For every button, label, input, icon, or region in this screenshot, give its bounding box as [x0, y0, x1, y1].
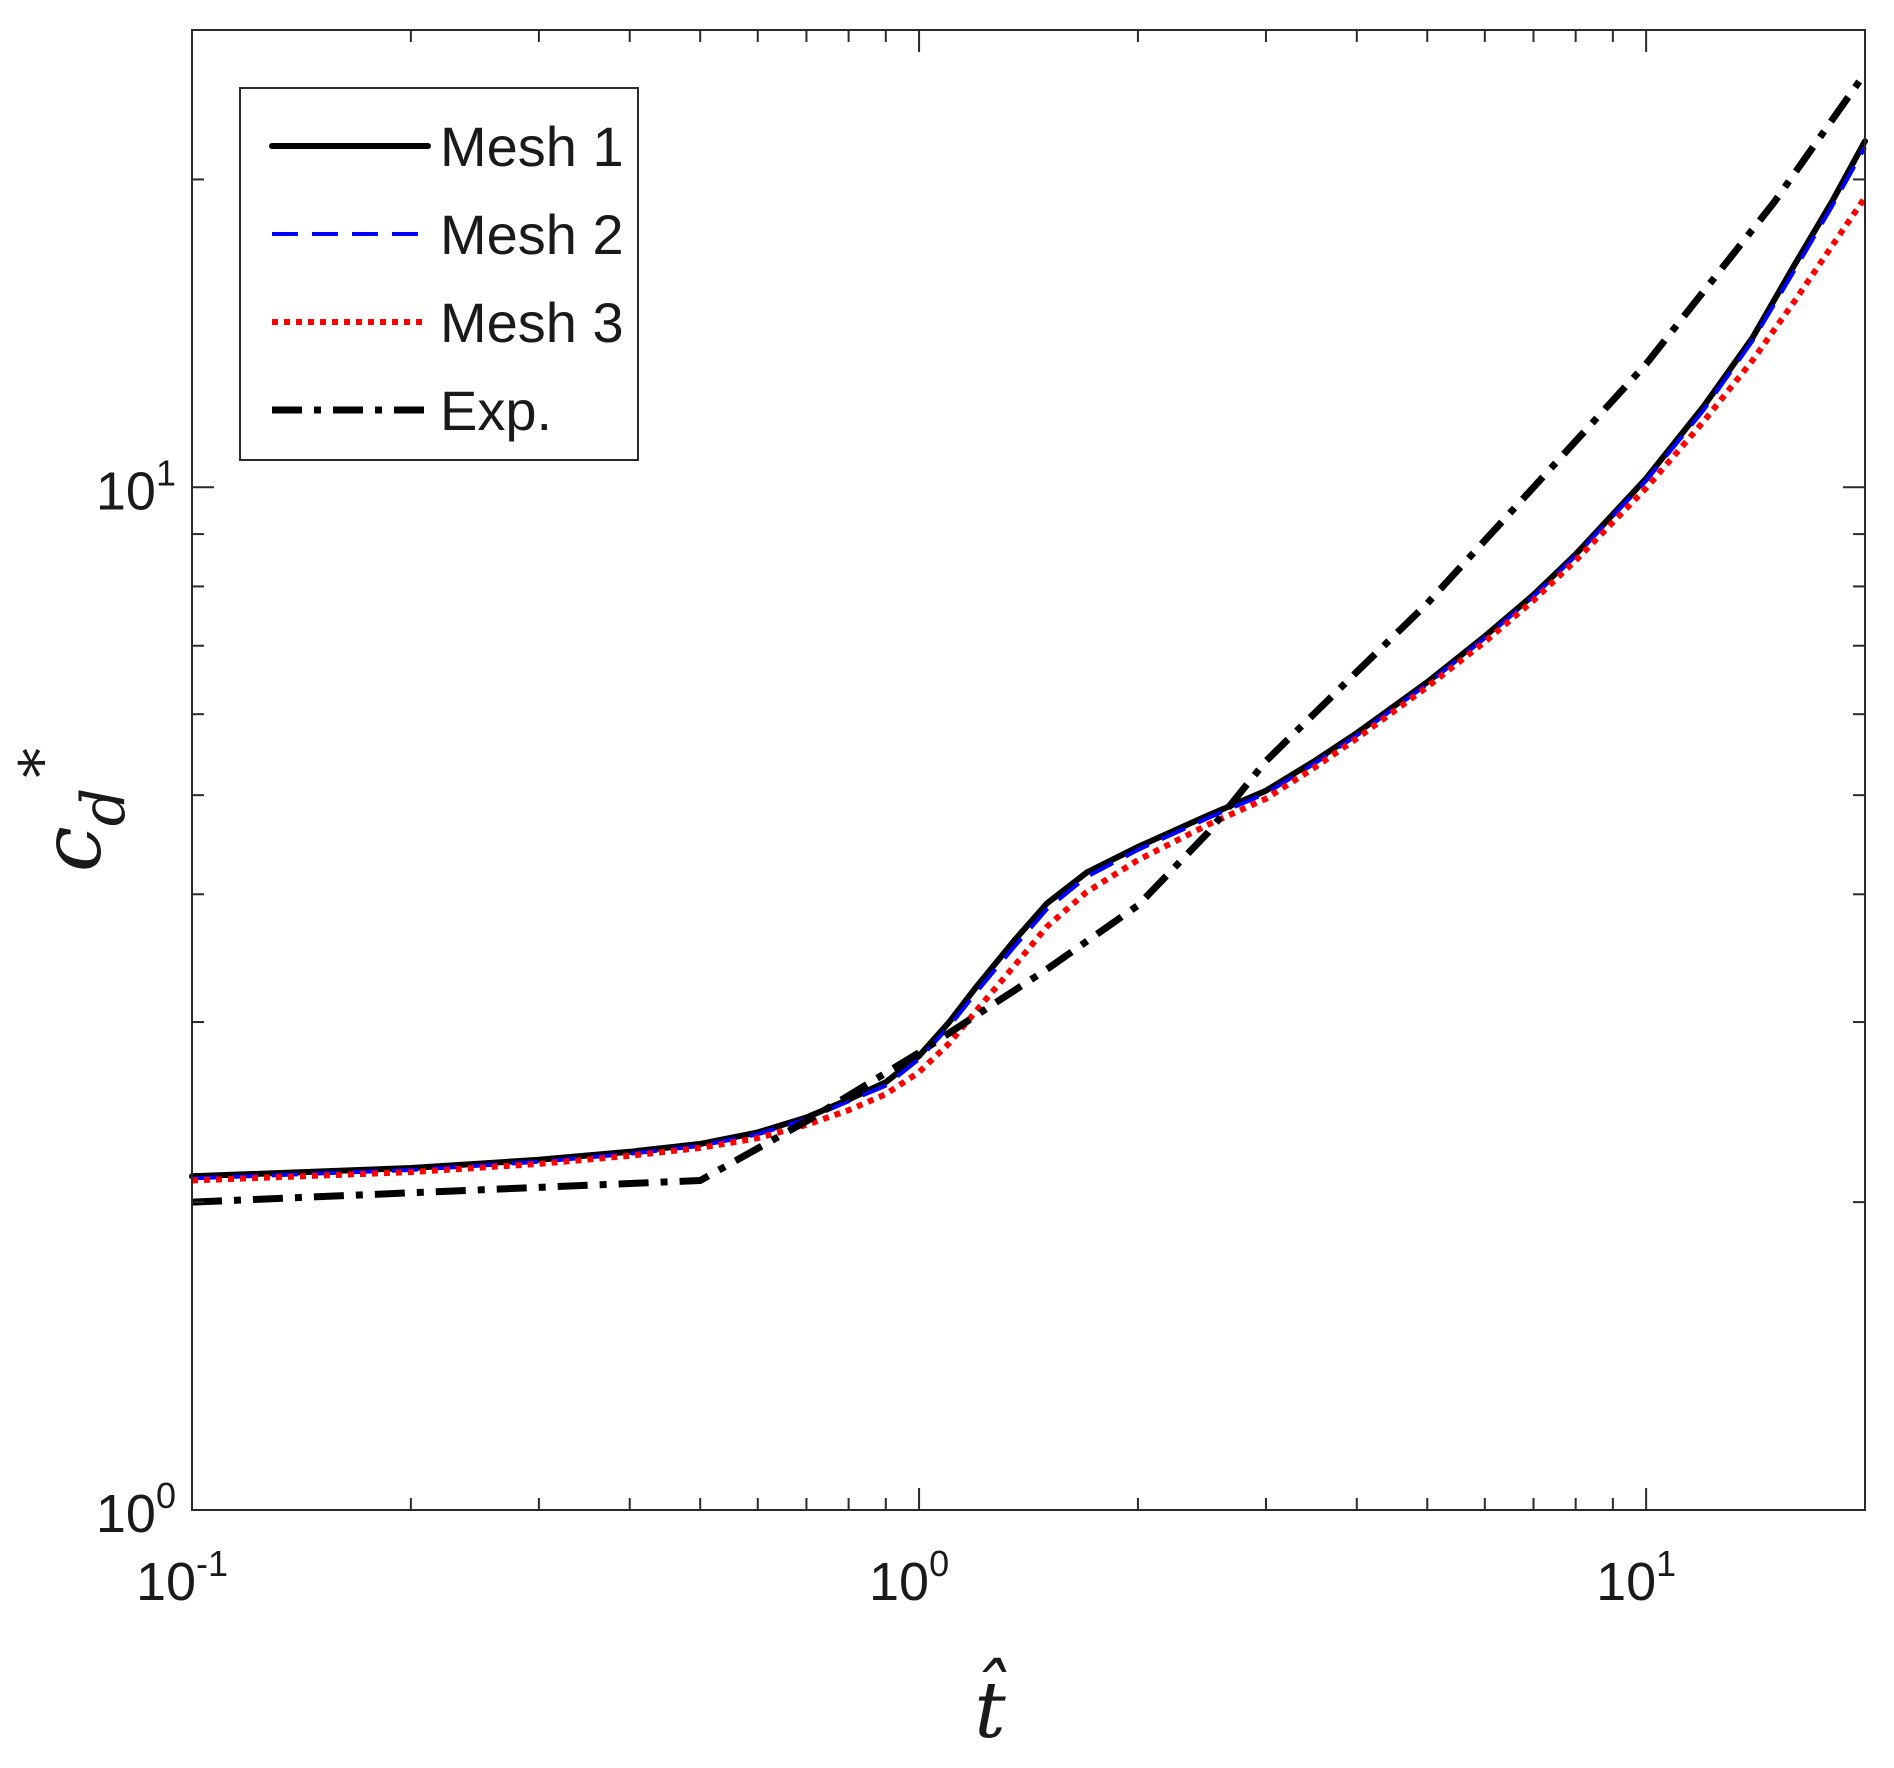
plot-frame	[191, 29, 1866, 1511]
series-layer	[189, 71, 1868, 1206]
y-axis-label-sub: d	[69, 788, 139, 826]
legend-label-mesh-2: Mesh 2	[440, 203, 624, 266]
y-tick-label-exp: 0	[156, 1475, 176, 1516]
series-line-mesh-3	[191, 195, 1868, 1184]
x-tick-label-exp: -1	[196, 1543, 228, 1584]
y-axis-label: cd *	[7, 748, 139, 872]
x-tick-labels: 10-1 100 101	[136, 1543, 1676, 1612]
legend: Mesh 1 Mesh 2 Mesh 3 Exp.	[239, 87, 639, 461]
legend-label-mesh-3: Mesh 3	[440, 291, 624, 354]
y-tick-label-base: 10	[96, 1484, 156, 1544]
legend-box	[239, 87, 639, 461]
x-tick-label: 10-1	[136, 1543, 228, 1612]
x-tick-label-base: 10	[136, 1552, 196, 1612]
legend-label-mesh-1: Mesh 1	[440, 115, 624, 178]
series-line-mesh-2	[191, 146, 1867, 1181]
x-tick-label: 101	[1596, 1543, 1676, 1612]
y-tick-label-base: 10	[96, 461, 156, 521]
legend-label-exp: Exp.	[440, 379, 552, 442]
y-tick-label: 100	[96, 1475, 176, 1544]
x-tick-label: 100	[869, 1543, 949, 1612]
x-tick-label-exp: 1	[1656, 1543, 1676, 1584]
x-axis-label: t̂	[974, 1656, 1007, 1756]
x-tick-label-exp: 0	[929, 1543, 949, 1584]
y-tick-label: 101	[96, 452, 176, 521]
y-axis-label-sup: *	[7, 748, 77, 778]
tick-layer	[191, 30, 1866, 1511]
series-line-exp	[191, 71, 1868, 1206]
y-axis-label-base: c	[25, 826, 120, 872]
y-tick-label-exp: 1	[156, 452, 176, 493]
x-tick-label-base: 10	[1596, 1552, 1656, 1612]
x-tick-label-base: 10	[869, 1552, 929, 1612]
